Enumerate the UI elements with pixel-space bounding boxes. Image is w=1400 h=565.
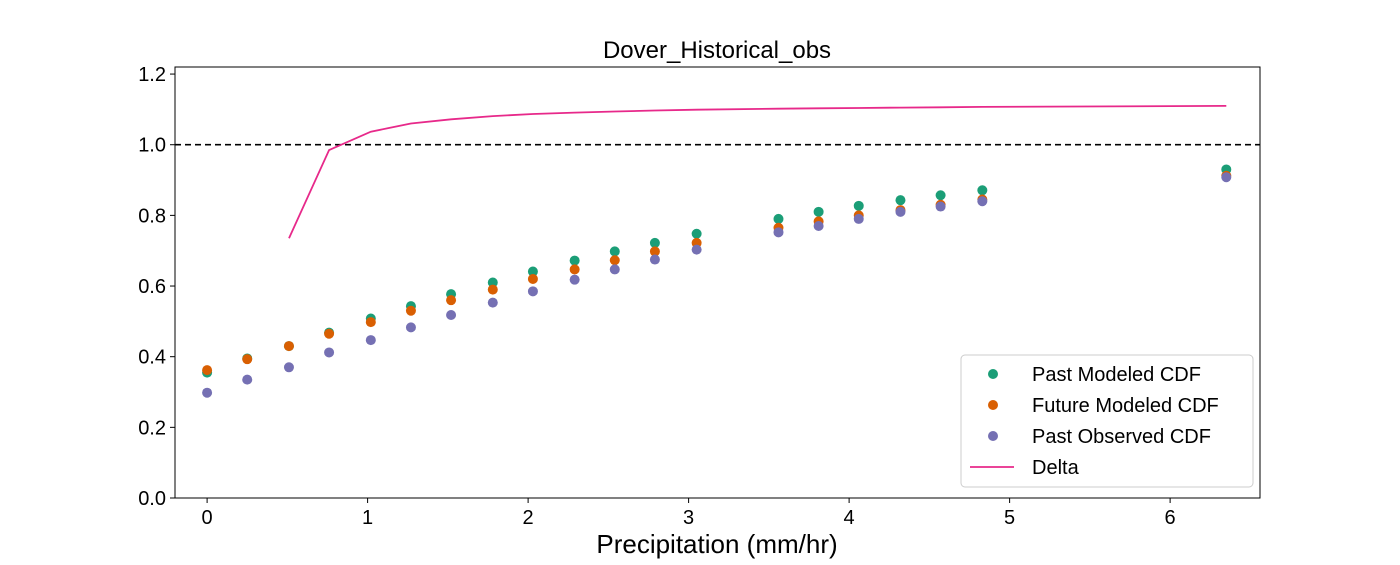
data-point [609, 246, 620, 257]
data-point [895, 206, 906, 217]
y-tick-label: 0.0 [138, 488, 166, 510]
data-point [813, 220, 824, 231]
data-point [487, 277, 498, 288]
data-point [242, 354, 253, 365]
data-point [242, 374, 253, 385]
data-point [405, 322, 416, 333]
data-point [813, 206, 824, 217]
data-point [324, 347, 335, 358]
legend-marker [988, 400, 998, 410]
data-point [283, 341, 294, 352]
data-point [853, 213, 864, 224]
axes-frame [174, 66, 1261, 499]
legend-marker [988, 431, 998, 441]
x-axis-label: Precipitation (mm/hr) [596, 529, 837, 559]
legend-label: Past Observed CDF [1032, 426, 1211, 448]
data-point [365, 317, 376, 328]
data-point [935, 190, 946, 201]
y-tick-label: 0.8 [138, 205, 166, 227]
data-point [527, 273, 538, 284]
legend: Past Modeled CDF Future Modeled CDF Past O… [960, 354, 1254, 488]
data-point [935, 201, 946, 212]
legend-box [960, 354, 1254, 488]
data-point [283, 362, 294, 373]
axes: 0 1 2 3 4 5 6 0.0 0.2 0.4 0.6 0.8 1.0 1.2 [138, 64, 1261, 529]
x-tick-label: 5 [1004, 507, 1015, 529]
data-point [609, 264, 620, 275]
legend-label: Past Modeled CDF [1032, 364, 1201, 386]
data-point [649, 237, 660, 248]
data-point [649, 254, 660, 265]
data-point [202, 387, 213, 398]
data-point [853, 200, 864, 211]
delta-line [288, 105, 1227, 239]
y-tick-label: 0.6 [138, 276, 166, 298]
data-point [446, 295, 457, 306]
data-point [569, 264, 580, 275]
legend-label: Delta [1032, 457, 1080, 479]
chart-title: Dover_Historical_obs [603, 37, 831, 64]
data-point [977, 185, 988, 196]
data-point [446, 310, 457, 321]
data-point [202, 365, 213, 376]
x-tick-label: 4 [844, 507, 855, 529]
data-point [487, 297, 498, 308]
legend-marker [988, 369, 998, 379]
x-tick-label: 0 [202, 507, 213, 529]
series-2 [202, 172, 1232, 398]
data-point [895, 195, 906, 206]
data-point [691, 228, 702, 239]
data-point [691, 244, 702, 255]
data-point [527, 286, 538, 297]
data-point [487, 284, 498, 295]
x-tick-label: 2 [523, 507, 534, 529]
plot-area [175, 105, 1260, 398]
data-point [773, 213, 784, 224]
data-point [569, 255, 580, 266]
data-point [1221, 172, 1232, 183]
x-tick-label: 6 [1165, 507, 1176, 529]
data-point [977, 196, 988, 207]
x-tick-label: 1 [362, 507, 373, 529]
y-tick-label: 1.0 [138, 135, 166, 157]
data-point [609, 255, 620, 266]
x-tick-label: 3 [683, 507, 694, 529]
data-point [365, 335, 376, 346]
y-tick-label: 0.4 [138, 347, 166, 369]
data-point [527, 266, 538, 277]
data-point [324, 328, 335, 339]
data-point [405, 305, 416, 316]
y-tick-label: 0.2 [138, 417, 166, 439]
legend-label: Future Modeled CDF [1032, 395, 1219, 417]
series-3 [288, 105, 1227, 239]
data-point [569, 274, 580, 285]
data-point [773, 227, 784, 238]
y-tick-label: 1.2 [138, 64, 166, 86]
data-point [649, 246, 660, 257]
